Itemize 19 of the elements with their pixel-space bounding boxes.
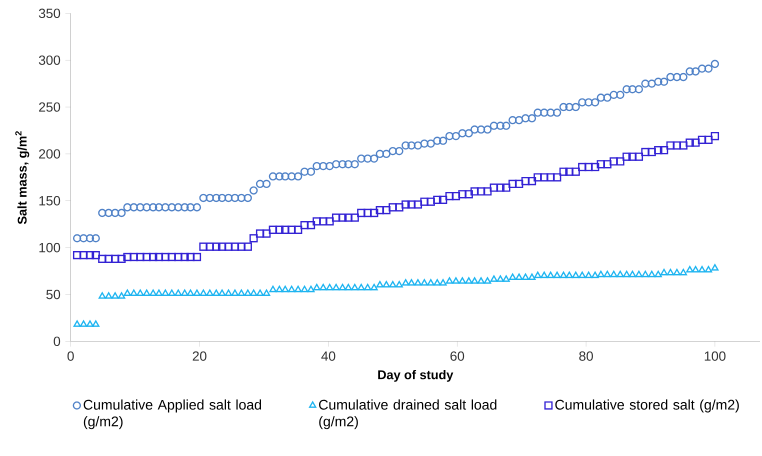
x-axis-title: Day of study	[378, 370, 454, 382]
legend-label: Cumulative Applied salt load (g/m2)	[84, 399, 262, 430]
y-tick-label: 50	[46, 290, 60, 300]
legend-label: Cumulative stored salt (g/m2)	[555, 399, 739, 412]
x-tick-label: 100	[704, 351, 726, 361]
y-tick-label: 350	[38, 8, 60, 18]
x-tick-label: 80	[579, 351, 593, 361]
y-tick-label: 0	[54, 336, 60, 346]
y-axis-title: Salt mass, g/m$^{2}$	[15, 131, 30, 224]
y-tick-label: 150	[39, 196, 60, 206]
y-tick-label: 200	[39, 149, 60, 159]
y-tick-label: 300	[38, 55, 60, 65]
x-tick-label: 60	[450, 351, 464, 361]
y-tick-label: 100	[39, 242, 60, 252]
y-tick-label: 250	[39, 102, 60, 112]
x-tick-label: 40	[321, 351, 336, 361]
x-tick-label: 20	[192, 351, 206, 361]
x-tick-label: 0	[67, 351, 74, 361]
legend-label: Cumulative drained salt load (g/m2)	[319, 399, 496, 430]
